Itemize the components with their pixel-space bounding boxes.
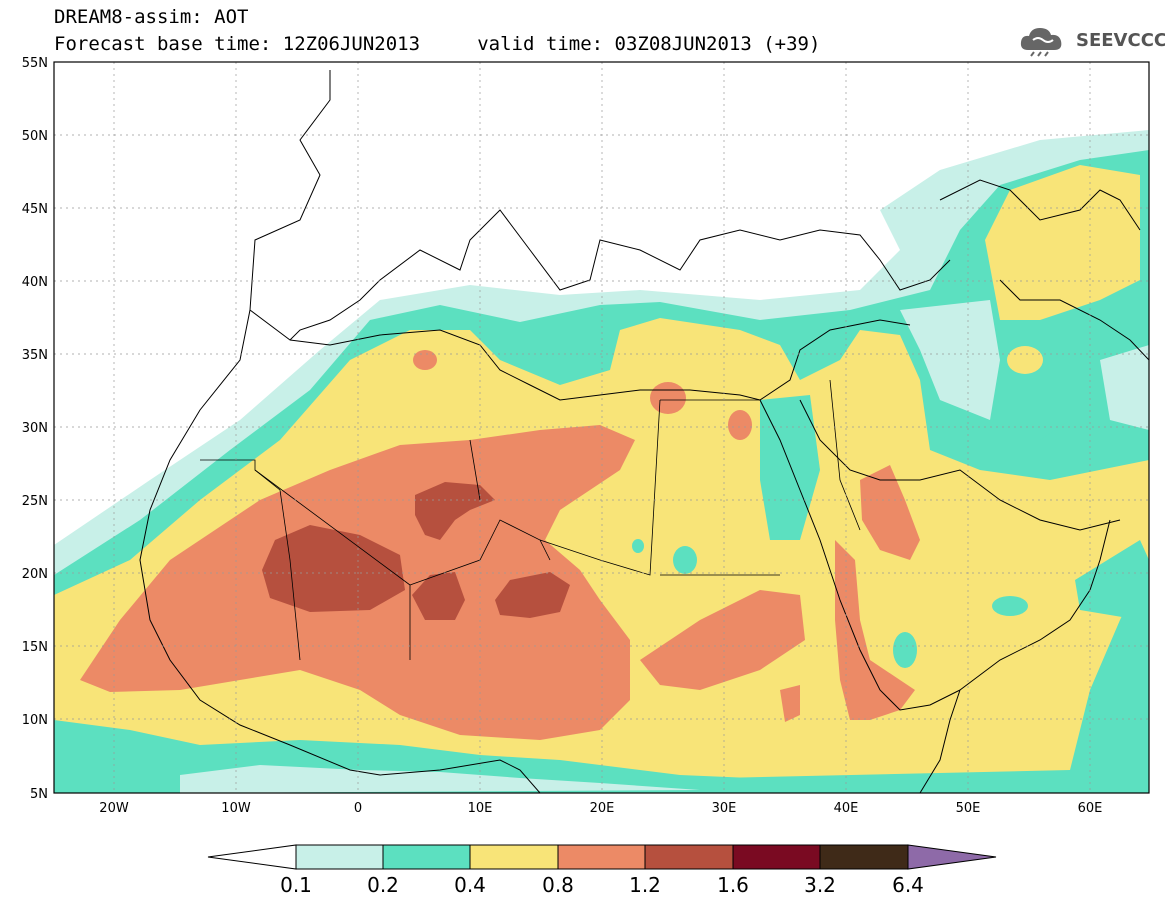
lon-label: 60E [1078, 801, 1103, 816]
lat-label: 35N [22, 348, 48, 363]
colorbar-arrow-low [207, 844, 297, 870]
lat-label: 55N [22, 56, 48, 71]
graticule [54, 62, 1149, 793]
lon-label: 20W [99, 801, 129, 816]
lat-label: 50N [22, 129, 48, 144]
lat-label: 40N [22, 275, 48, 290]
lon-label: 20E [590, 801, 615, 816]
lat-label: 45N [22, 202, 48, 217]
lat-label: 30N [22, 421, 48, 436]
aot-contour-1.2 [262, 525, 405, 612]
lon-axis: 20W 10W 0 10E 20E 30E 40E 50E 60E [99, 801, 1102, 816]
colorbar-label: 0.2 [367, 873, 399, 897]
colorbar-swatch [382, 844, 471, 870]
colorbar-label: 1.2 [629, 873, 661, 897]
colorbar [207, 844, 997, 870]
colorbar-swatch [295, 844, 384, 870]
colorbar-label: 1.6 [717, 873, 749, 897]
aot-field [54, 62, 1149, 793]
colorbar-swatch [557, 844, 646, 870]
lon-label: 10W [221, 801, 251, 816]
lon-label: 30E [712, 801, 737, 816]
lat-axis: 55N 50N 45N 40N 35N 30N 25N 20N 15N 10N … [22, 56, 48, 802]
colorbar-label: 0.1 [280, 873, 312, 897]
lon-label: 0 [354, 801, 362, 816]
lat-label: 25N [22, 494, 48, 509]
map-frame [53, 61, 1150, 794]
colorbar-swatch [469, 844, 559, 870]
lon-label: 50E [956, 801, 981, 816]
lon-label: 10E [468, 801, 493, 816]
colorbar-swatch [732, 844, 821, 870]
coastlines [139, 70, 1149, 793]
country-borders [200, 379, 861, 661]
lat-label: 5N [30, 787, 48, 802]
cloud-icon [1020, 28, 1062, 57]
colorbar-labels: 0.1 0.2 0.4 0.8 1.2 1.6 3.2 6.4 [280, 873, 924, 897]
seevccc-logo: SEEVCCC [1018, 22, 1165, 58]
colorbar-swatch [819, 844, 909, 870]
lat-label: 20N [22, 567, 48, 582]
lon-label: 40E [834, 801, 859, 816]
lat-label: 15N [22, 640, 48, 655]
colorbar-label: 0.8 [542, 873, 574, 897]
colorbar-swatch [644, 844, 734, 870]
logo-text: SEEVCCC [1076, 30, 1165, 51]
colorbar-label: 3.2 [804, 873, 836, 897]
lat-label: 10N [22, 713, 48, 728]
colorbar-label: 6.4 [892, 873, 924, 897]
map-subtitle: Forecast base time: 12Z06JUN2013 valid t… [54, 33, 821, 55]
colorbar-arrow-high [907, 844, 997, 870]
map-title: DREAM8-assim: AOT [54, 6, 249, 28]
colorbar-label: 0.4 [454, 873, 486, 897]
